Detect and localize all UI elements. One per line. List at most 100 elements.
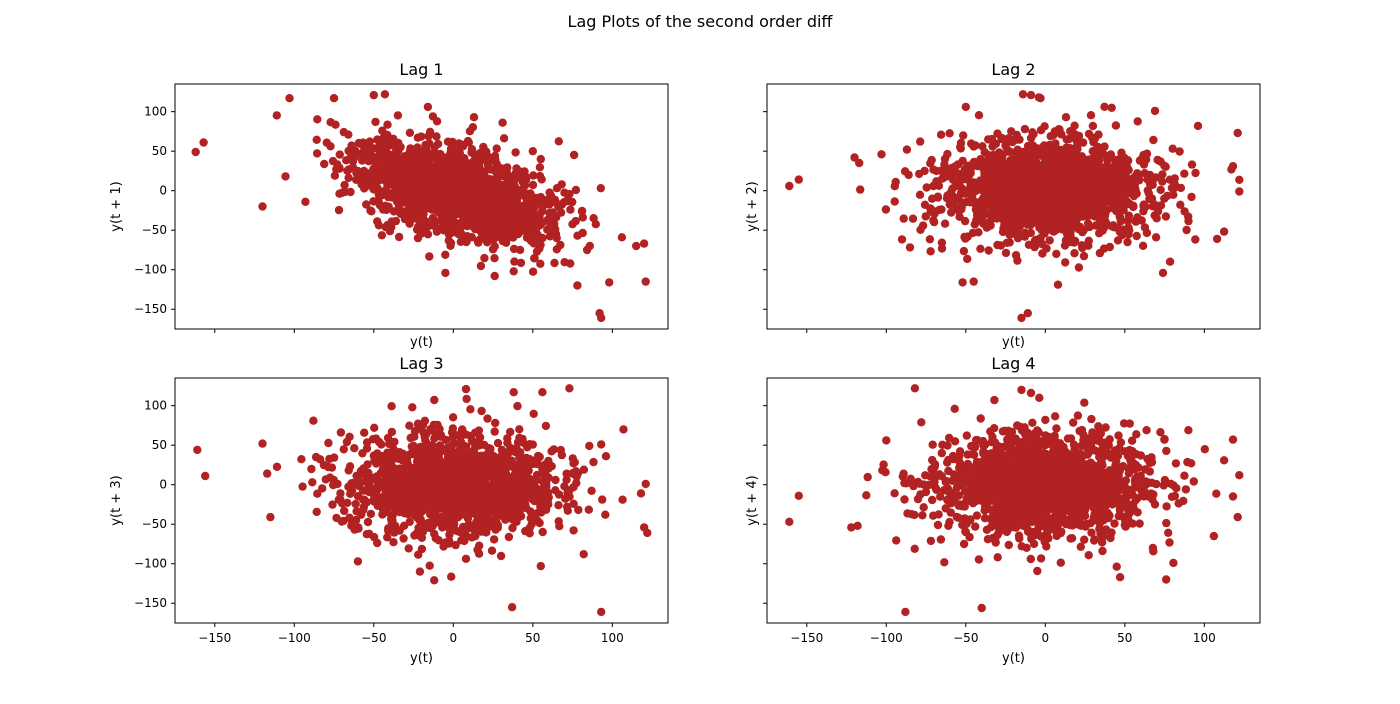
scatter-point [1135,176,1143,184]
scatter-points [192,90,650,322]
scatter-point [483,414,491,422]
scatter-point [514,438,522,446]
scatter-point [496,192,504,200]
scatter-point [436,186,444,194]
scatter-point [493,183,501,191]
scatter-point [976,245,984,253]
y-tick-label: −100 [134,263,167,277]
scatter-points [785,90,1243,322]
scatter-point [930,207,938,215]
scatter-point [488,547,496,555]
scatter-point [350,444,358,452]
scatter-point [962,103,970,111]
scatter-point [430,468,438,476]
scatter-point [362,472,370,480]
scatter-point [330,94,338,102]
scatter-point [370,424,378,432]
scatter-point [1112,121,1120,129]
scatter-point [418,545,426,553]
scatter-point [1037,152,1045,160]
scatter-point [587,487,595,495]
scatter-point [528,515,536,523]
scatter-point [406,207,414,215]
scatter-point [597,440,605,448]
scatter-point [500,134,508,142]
scatter-point [415,157,423,165]
scatter-point [989,187,997,195]
scatter-point [382,223,390,231]
scatter-point [970,277,978,285]
scatter-point [509,516,517,524]
scatter-point [344,174,352,182]
scatter-point [480,254,488,262]
scatter-point [891,182,899,190]
scatter-point [367,510,375,518]
scatter-point [1101,209,1109,217]
scatter-point [491,419,499,427]
scatter-point [1005,211,1013,219]
scatter-point [537,155,545,163]
scatter-point [491,427,499,435]
scatter-point [517,492,525,500]
scatter-point [1153,156,1161,164]
scatter-point [435,160,443,168]
scatter-point [424,230,432,238]
scatter-point [969,229,977,237]
scatter-point [597,314,605,322]
scatter-point [562,476,570,484]
scatter-point [1087,111,1095,119]
scatter-point [378,479,386,487]
scatter-point [597,184,605,192]
scatter-point [984,151,992,159]
scatter-point [947,208,955,216]
scatter-point [523,228,531,236]
scatter-point [335,206,343,214]
scatter-point [1062,113,1070,121]
scatter-point [973,162,981,170]
scatter-point [403,495,411,503]
scatter-point [510,267,518,275]
scatter-point [394,111,402,119]
scatter-point [491,272,499,280]
scatter-point [1033,216,1041,224]
scatter-point [632,242,640,250]
scatter-point [1029,193,1037,201]
scatter-point [1235,176,1243,184]
scatter-point [906,243,914,251]
y-tick-label: 50 [152,438,167,452]
y-tick-label: 100 [144,105,167,119]
scatter-point [437,513,445,521]
scatter-point [1100,103,1108,111]
scatter-point [367,144,375,152]
scatter-point [555,490,563,498]
scatter-point [455,480,463,488]
scatter-point [448,441,456,449]
scatter-point [449,519,457,527]
scatter-point [325,455,333,463]
scatter-point [495,216,503,224]
scatter-point [983,174,991,182]
scatter-point [508,603,516,611]
scatter-point [1046,226,1054,234]
scatter-point [404,459,412,467]
scatter-point [1108,104,1116,112]
scatter-point [1070,178,1078,186]
scatter-point [406,129,414,137]
scatter-point [882,205,890,213]
scatter-point [550,259,558,267]
scatter-point [530,199,538,207]
scatter-point [1010,187,1018,195]
scatter-point [456,187,464,195]
scatter-point [347,479,355,487]
scatter-point [1130,188,1138,196]
scatter-point [479,523,487,531]
scatter-point [340,445,348,453]
scatter-point [362,200,370,208]
scatter-point [1046,236,1054,244]
scatter-point [494,439,502,447]
x-axis-label: y(t) [1002,335,1025,350]
scatter-point [365,157,373,165]
scatter-point [391,189,399,197]
scatter-point [518,503,526,511]
